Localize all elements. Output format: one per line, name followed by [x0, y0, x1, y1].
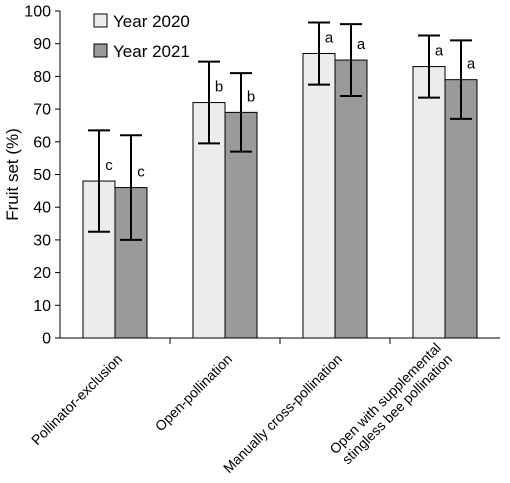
y-tick-label: 30	[33, 232, 51, 249]
x-category-label: Manually cross-pollination	[220, 351, 345, 476]
y-axis-ticks: 0 10 20 30 40 50 60 70 80 90 100	[24, 4, 391, 348]
y-tick-label: 100	[24, 4, 51, 21]
significance-letter: a	[357, 36, 366, 53]
y-tick-label: 0	[42, 331, 51, 348]
y-axis-title: Fruit set (%)	[3, 128, 22, 221]
legend-label: Year 2021	[113, 42, 190, 61]
y-tick-label: 20	[33, 265, 51, 282]
y-tick-label: 50	[33, 167, 51, 184]
significance-letter: b	[247, 88, 255, 105]
x-axis-category-labels: Pollinator-exclusion Open-pollinationManu…	[28, 339, 455, 476]
legend: Year 2020 Year 2021	[93, 12, 190, 61]
significance-labels: c c b b a a a a	[105, 30, 476, 181]
y-tick-label: 90	[33, 36, 51, 53]
bar-year-2020	[302, 53, 336, 339]
significance-letter: a	[435, 43, 444, 60]
significance-letter: b	[215, 79, 223, 96]
y-tick-label: 10	[33, 298, 51, 315]
x-category-label: Open with supplementalstingless bee poll…	[326, 339, 455, 468]
significance-letter: c	[105, 157, 113, 174]
x-category-label: Pollinator-exclusion	[28, 351, 125, 448]
y-tick-label: 40	[33, 200, 51, 217]
significance-letter: a	[325, 30, 334, 47]
significance-letter: a	[467, 56, 476, 73]
bar-year-2021	[334, 59, 368, 339]
legend-swatch	[93, 43, 108, 58]
significance-letter: c	[137, 164, 145, 181]
x-category-label: Open-pollination	[152, 351, 235, 434]
error-bars	[88, 21, 472, 241]
y-tick-label: 80	[33, 69, 51, 86]
legend-swatch	[93, 13, 108, 28]
y-tick-label: 60	[33, 134, 51, 151]
bars	[82, 53, 478, 339]
y-tick-label: 70	[33, 102, 51, 119]
legend-label: Year 2020	[113, 12, 190, 31]
bar-year-2020	[412, 66, 446, 339]
